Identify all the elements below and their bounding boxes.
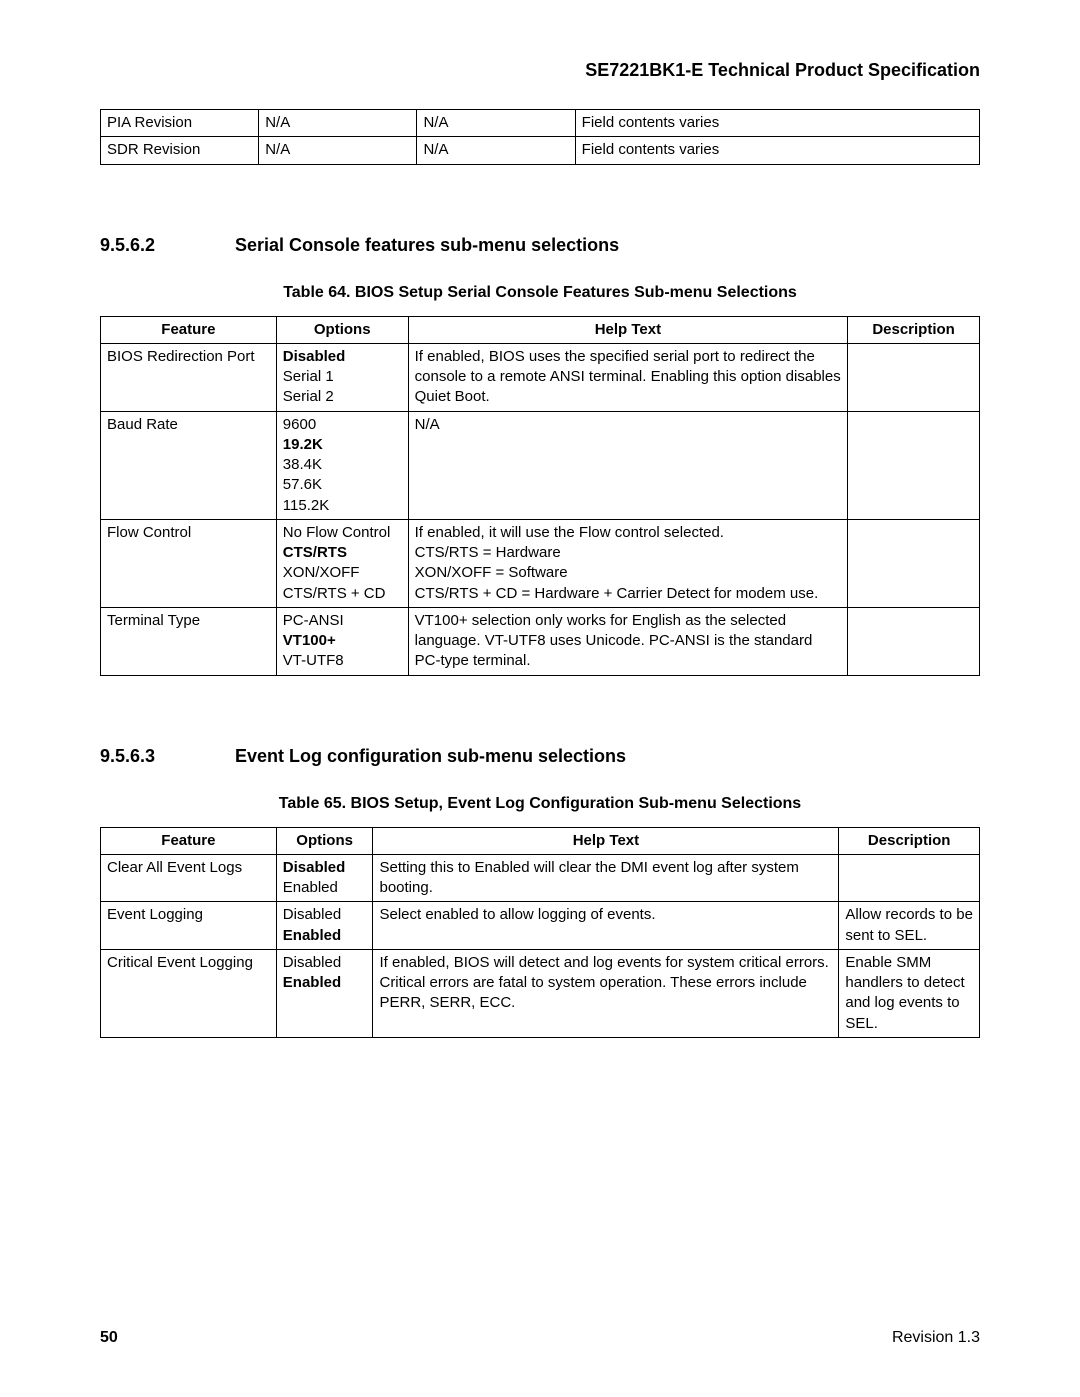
table64-caption: Table 64. BIOS Setup Serial Console Feat… [100, 284, 980, 302]
option-value: Serial 1 [283, 367, 402, 387]
cell-help: Select enabled to allow logging of event… [373, 902, 839, 950]
col-feature: Feature [101, 827, 277, 854]
cell-description [848, 607, 980, 675]
page: SE7221BK1-E Technical Product Specificat… [0, 0, 1080, 1397]
cell-description [839, 854, 980, 902]
cell-options: DisabledEnabled [276, 854, 373, 902]
option-value: 19.2K [283, 435, 402, 455]
cell: N/A [259, 137, 417, 164]
section-title: Serial Console features sub-menu selecti… [235, 235, 619, 255]
col-options: Options [276, 316, 408, 343]
cell-description: Allow records to be sent to SEL. [839, 902, 980, 950]
cell-feature: Event Logging [101, 902, 277, 950]
option-value: VT-UTF8 [283, 651, 402, 671]
cell-feature: Flow Control [101, 519, 277, 607]
section-title: Event Log configuration sub-menu selecti… [235, 746, 626, 766]
help-line: If enabled, it will use the Flow control… [415, 523, 842, 543]
col-description: Description [848, 316, 980, 343]
cell: N/A [259, 110, 417, 137]
help-line: CTS/RTS = Hardware [415, 543, 842, 563]
col-help: Help Text [408, 316, 848, 343]
cell-help: N/A [408, 411, 848, 519]
cell: SDR Revision [101, 137, 259, 164]
table-header-row: Feature Options Help Text Description [101, 316, 980, 343]
table-row: Terminal TypePC-ANSIVT100+VT-UTF8VT100+ … [101, 607, 980, 675]
option-value: PC-ANSI [283, 611, 402, 631]
cell-options: No Flow ControlCTS/RTSXON/XOFFCTS/RTS + … [276, 519, 408, 607]
section-heading-9562: 9.5.6.2 Serial Console features sub-menu… [100, 235, 980, 256]
option-value: Serial 2 [283, 387, 402, 407]
cell-feature: Critical Event Logging [101, 949, 277, 1037]
table-row: Flow ControlNo Flow ControlCTS/RTSXON/XO… [101, 519, 980, 607]
cell-help: VT100+ selection only works for English … [408, 607, 848, 675]
cell-options: PC-ANSIVT100+VT-UTF8 [276, 607, 408, 675]
option-value: No Flow Control [283, 523, 402, 543]
cell: PIA Revision [101, 110, 259, 137]
col-description: Description [839, 827, 980, 854]
cell-feature: Clear All Event Logs [101, 854, 277, 902]
cell: Field contents varies [575, 137, 979, 164]
table65-caption: Table 65. BIOS Setup, Event Log Configur… [100, 795, 980, 813]
cell-options: DisabledEnabled [276, 949, 373, 1037]
option-value: 115.2K [283, 496, 402, 516]
option-value: Disabled [283, 347, 402, 367]
option-value: 9600 [283, 415, 402, 435]
section-heading-9563: 9.5.6.3 Event Log configuration sub-menu… [100, 746, 980, 767]
cell-options: 960019.2K38.4K57.6K115.2K [276, 411, 408, 519]
col-feature: Feature [101, 316, 277, 343]
cell: Field contents varies [575, 110, 979, 137]
cell-help: If enabled, BIOS will detect and log eve… [373, 949, 839, 1037]
revision-label: Revision 1.3 [892, 1329, 980, 1347]
cell: N/A [417, 110, 575, 137]
col-options: Options [276, 827, 373, 854]
option-value: Disabled [283, 905, 367, 925]
help-line: XON/XOFF = Software [415, 563, 842, 583]
cell-options: DisabledSerial 1Serial 2 [276, 343, 408, 411]
option-value: CTS/RTS + CD [283, 584, 402, 604]
option-value: Disabled [283, 858, 367, 878]
option-value: XON/XOFF [283, 563, 402, 583]
table-row: BIOS Redirection PortDisabledSerial 1Ser… [101, 343, 980, 411]
document-title: SE7221BK1-E Technical Product Specificat… [100, 60, 980, 81]
option-value: Enabled [283, 878, 367, 898]
table-row: Clear All Event LogsDisabledEnabledSetti… [101, 854, 980, 902]
option-value: 57.6K [283, 475, 402, 495]
option-value: VT100+ [283, 631, 402, 651]
table-header-row: Feature Options Help Text Description [101, 827, 980, 854]
page-footer: 50 Revision 1.3 [100, 1329, 980, 1347]
page-number: 50 [100, 1329, 118, 1347]
table-row: Critical Event LoggingDisabledEnabledIf … [101, 949, 980, 1037]
option-value: Enabled [283, 926, 367, 946]
cell-description [848, 519, 980, 607]
cell-help: If enabled, it will use the Flow control… [408, 519, 848, 607]
section-number: 9.5.6.3 [100, 746, 230, 767]
revision-table: PIA Revision N/A N/A Field contents vari… [100, 109, 980, 165]
table-row: Baud Rate960019.2K38.4K57.6K115.2KN/A [101, 411, 980, 519]
help-line: CTS/RTS + CD = Hardware + Carrier Detect… [415, 584, 842, 604]
cell-description [848, 411, 980, 519]
option-value: Disabled [283, 953, 367, 973]
cell-description: Enable SMM handlers to detect and log ev… [839, 949, 980, 1037]
table-64: Feature Options Help Text Description BI… [100, 316, 980, 676]
option-value: Enabled [283, 973, 367, 993]
cell-help: Setting this to Enabled will clear the D… [373, 854, 839, 902]
option-value: CTS/RTS [283, 543, 402, 563]
cell-help: If enabled, BIOS uses the specified seri… [408, 343, 848, 411]
section-number: 9.5.6.2 [100, 235, 230, 256]
table-row: PIA Revision N/A N/A Field contents vari… [101, 110, 980, 137]
cell: N/A [417, 137, 575, 164]
cell-feature: Terminal Type [101, 607, 277, 675]
table-65: Feature Options Help Text Description Cl… [100, 827, 980, 1038]
cell-feature: BIOS Redirection Port [101, 343, 277, 411]
table-row: Event LoggingDisabledEnabledSelect enabl… [101, 902, 980, 950]
option-value: 38.4K [283, 455, 402, 475]
cell-description [848, 343, 980, 411]
col-help: Help Text [373, 827, 839, 854]
cell-options: DisabledEnabled [276, 902, 373, 950]
cell-feature: Baud Rate [101, 411, 277, 519]
table-row: SDR Revision N/A N/A Field contents vari… [101, 137, 980, 164]
